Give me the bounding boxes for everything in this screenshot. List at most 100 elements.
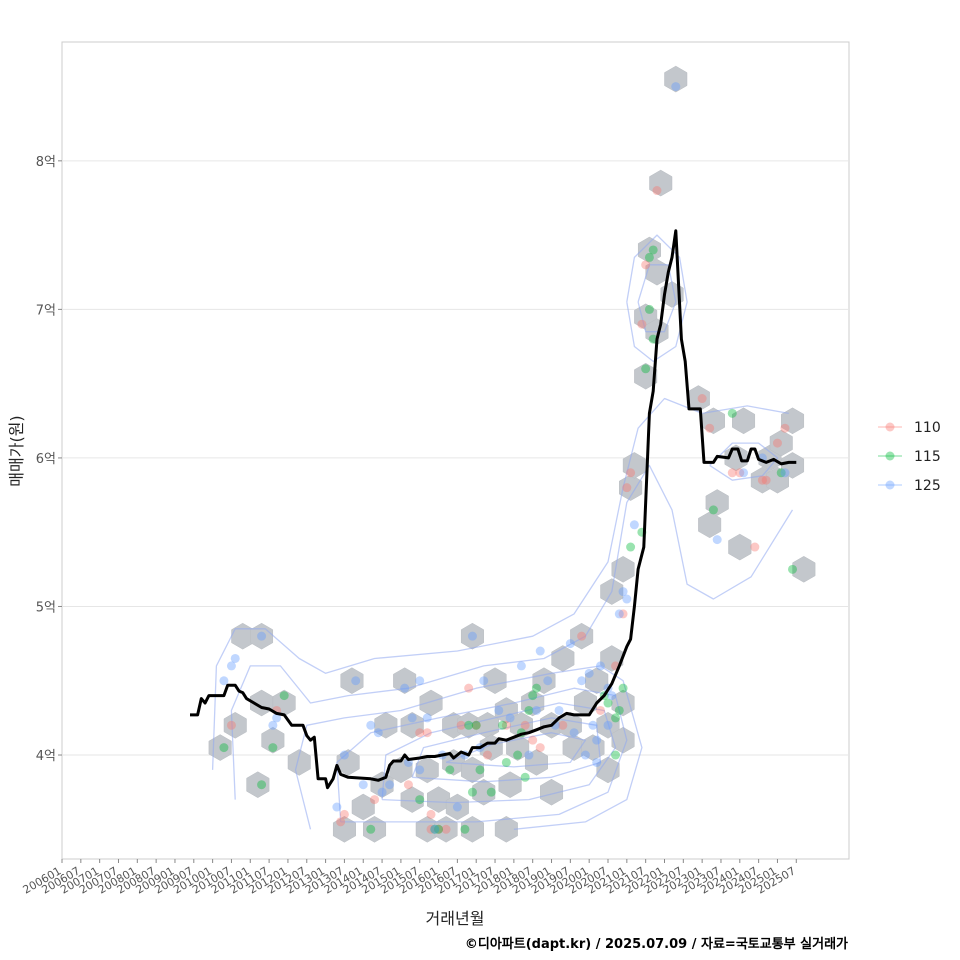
scatter-point (226, 720, 236, 730)
scatter-point (505, 713, 515, 723)
scatter-point (577, 631, 587, 641)
hexbin (634, 362, 658, 390)
scatter-point (626, 468, 636, 478)
hexbin (434, 816, 458, 843)
scatter-point (486, 787, 496, 797)
scatter-point (370, 795, 380, 805)
scatter-point (467, 787, 477, 797)
scatter-point (603, 720, 613, 730)
hexbin (664, 65, 688, 93)
scatter-point (641, 260, 651, 270)
scatter-point (592, 735, 602, 745)
scatter-point (622, 594, 632, 604)
hexbin-layer (208, 65, 816, 843)
y-tick-label: 7억 (36, 303, 56, 318)
scatter-point (629, 520, 639, 530)
scatter-point (637, 319, 647, 329)
hexbin (705, 489, 729, 516)
scatter-point (464, 720, 474, 730)
scatter-point (415, 728, 425, 738)
legend: 110 115 125 (878, 420, 941, 494)
scatter-point (407, 713, 417, 723)
hexbin (400, 712, 424, 739)
hexbin (792, 556, 816, 583)
scatter-point (531, 683, 541, 693)
scatter-point (339, 750, 349, 760)
scatter-point (422, 713, 432, 723)
scatter-point (618, 609, 628, 619)
density-contour (381, 702, 617, 804)
scatter-point (471, 720, 481, 730)
scatter-point (569, 728, 579, 738)
scatter-point (513, 750, 523, 760)
scatter-point (426, 824, 436, 834)
scatter-point (471, 720, 481, 730)
scatter-point (219, 676, 229, 686)
legend-label: 110 (914, 420, 941, 436)
scatter-point (441, 824, 451, 834)
scatter-point (788, 564, 798, 574)
scatter-point (528, 691, 538, 701)
scatter-point (219, 743, 229, 753)
density-contour (230, 464, 794, 800)
y-tick-label: 4억 (36, 749, 56, 764)
density-contour (626, 234, 688, 363)
scatter-point (592, 757, 602, 767)
scatter-point (780, 468, 790, 478)
scatter-point (739, 468, 749, 478)
scatter-point (780, 423, 790, 433)
scatter-point (595, 705, 605, 715)
scatter-point (366, 720, 376, 730)
scatter-point (528, 735, 538, 745)
scatter-point (268, 743, 278, 753)
legend-key-point (885, 422, 895, 432)
scatter-point (430, 824, 440, 834)
scatter-point (671, 82, 681, 92)
scatter-point (479, 676, 489, 686)
hexbin (540, 778, 564, 806)
scatter-point (272, 713, 282, 723)
scatter-point (475, 765, 485, 775)
scatter-point (501, 757, 511, 767)
scatter-point (535, 743, 545, 753)
scatter-point (554, 705, 564, 715)
hexbin (340, 667, 364, 694)
scatter-point (611, 750, 621, 760)
scatter-point (607, 691, 617, 701)
scatter-point (339, 809, 349, 819)
hexbin (336, 749, 360, 776)
hexbin (611, 556, 635, 583)
y-tick-label: 5억 (36, 600, 56, 615)
legend-key-point (885, 451, 895, 461)
scatter-point (452, 802, 462, 812)
scatter-point (588, 720, 598, 730)
density-contour (294, 665, 643, 830)
scatter-point (618, 683, 628, 693)
hexbin (728, 533, 752, 561)
density-contour (709, 442, 779, 481)
hexbin (769, 429, 793, 457)
scatter-point (332, 802, 342, 812)
scatter-point (584, 668, 594, 678)
scatter-point (464, 683, 474, 693)
hexbin (698, 511, 722, 539)
scatter-point (772, 438, 782, 448)
scatter-point (456, 720, 466, 730)
scatter-point (543, 676, 553, 686)
hexbin (781, 452, 805, 479)
scatter-point (415, 795, 425, 805)
scatter-point (494, 705, 504, 715)
hexbin (781, 407, 805, 435)
scatter-point (226, 661, 236, 671)
scatter-point (565, 639, 575, 649)
scatter-point (524, 705, 534, 715)
hexbin (524, 749, 548, 776)
scatter-point (641, 364, 651, 374)
density-contour (637, 264, 677, 333)
scatter-point (434, 824, 444, 834)
scatter-point (626, 542, 636, 552)
density-contour (336, 687, 628, 823)
hexbin (246, 771, 270, 798)
scatter-point (727, 408, 737, 418)
